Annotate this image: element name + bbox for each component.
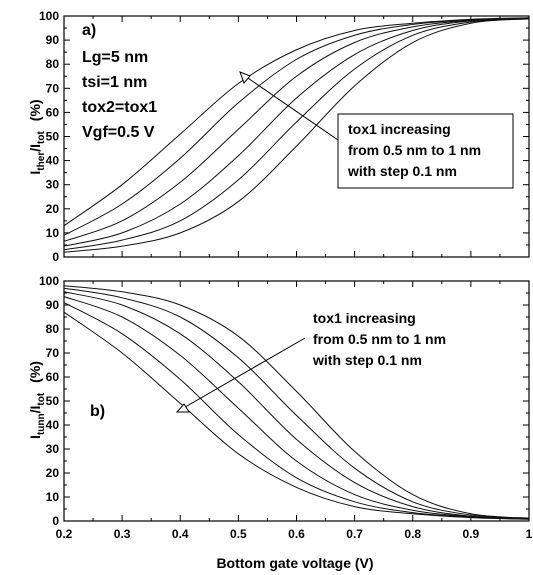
series-line-5 [63,17,530,251]
x-tick-label: 0.3 [114,527,131,541]
series-line-3 [63,296,530,520]
y-tick-label: 50 [46,394,60,408]
series-line-1 [63,311,530,520]
panel-a-curves [63,17,530,253]
series-line-4 [63,17,530,247]
panel-a-annotation-line-3: with step 0.1 nm [347,163,457,179]
y-tick-label: 70 [46,81,60,95]
x-axis-title: Bottom gate voltage (V) [216,555,373,571]
x-tick-label: 0.9 [463,527,480,541]
series-line-6 [63,18,530,253]
y-tick-label: 10 [46,226,60,240]
y-tick-label: 100 [39,9,59,23]
panel-a-annotation-line-1: tox1 increasing [348,121,451,137]
x-tick-label: 0.6 [288,527,305,541]
panel-a-ylabel: Ither/Itot(%) [27,99,47,174]
series-line-3 [63,17,530,242]
y-tick-label: 0 [52,514,59,528]
param-vgf: Vgf=0.5 V [82,124,155,141]
x-tick-label: 0.5 [230,527,247,541]
panel-a-label: a) [82,22,96,39]
y-tick-label: 80 [46,322,60,336]
panel-b-ylabel: Itunn/Itot(%) [27,361,47,439]
series-line-1 [63,17,530,227]
param-tsi: tsi=1 nm [82,74,147,91]
panel-b-annotation-line-1: tox1 increasing [313,310,416,326]
panel-a-annotation-box [337,113,514,189]
param-tox2: tox2=tox1 [82,99,157,116]
panel-b-arrow-line [179,337,306,411]
x-tick-label: 0.8 [404,527,421,541]
panel-b-curves [63,285,530,520]
y-tick-label: 40 [46,418,60,432]
param-lg: Lg=5 nm [82,49,148,66]
series-line-5 [63,287,530,520]
y-tick-label: 60 [46,105,60,119]
panel-a-params: Lg=5 nm tsi=1 nm tox2=tox1 Vgf=0.5 V [82,49,157,141]
panel-a-chart: 0 10 20 30 40 50 60 70 80 90 100 a) Lg=5 nm tsi=1 … [27,9,530,264]
panel-a-arrow-line [241,73,339,141]
x-tick-label: 0.7 [346,527,363,541]
panel-b-label: b) [90,403,105,420]
y-tick-label: 80 [46,57,60,71]
panel-a-annotation: tox1 increasing from 0.5 nm to 1 nm with… [239,71,514,189]
panel-b-arrow-head [175,403,190,413]
series-line-4 [63,291,530,520]
y-tick-label: 30 [46,178,60,192]
panel-b-annotation-line-3: with step 0.1 nm [312,352,422,368]
panel-a-y-axis-title: Ither/Itot(%) [27,99,47,174]
panel-b-chart: 0 10 20 30 40 50 60 70 80 90 100 0.2 0.3 0.4 0.5 0.6 0.7… [27,274,533,571]
x-tick-label: 1 [526,527,533,541]
x-tick-label: 0.4 [172,527,189,541]
y-tick-label: 90 [46,298,60,312]
y-tick-label: 90 [46,33,60,47]
panel-a-ticks: 0 10 20 30 40 50 60 70 80 90 100 [39,9,530,264]
series-line-6 [63,285,530,519]
y-tick-label: 0 [52,250,59,264]
series-line-2 [63,17,530,236]
panel-b-plot-frame [63,280,530,522]
panel-a-annotation-line-2: from 0.5 nm to 1 nm [348,142,481,158]
panel-b-annotation-line-2: from 0.5 nm to 1 nm [313,331,446,347]
panel-a-arrow-head [239,71,251,84]
y-tick-label: 20 [46,466,60,480]
y-tick-label: 40 [46,154,60,168]
y-tick-label: 10 [46,490,60,504]
y-tick-label: 50 [46,130,60,144]
panel-b-ticks: 0 10 20 30 40 50 60 70 80 90 100 0.2 0.3 0.4 0.5 0.6 0.7… [39,274,533,541]
y-tick-label: 100 [39,274,59,288]
y-tick-label: 30 [46,442,60,456]
panel-b-annotation: tox1 increasing from 0.5 nm to 1 nm with… [175,310,446,413]
panel-b-y-axis-title: Itunn/Itot(%) [27,361,47,439]
y-tick-label: 70 [46,346,60,360]
y-tick-label: 60 [46,370,60,384]
x-tick-label: 0.2 [56,527,73,541]
y-tick-label: 20 [46,202,60,216]
series-line-2 [63,302,530,520]
